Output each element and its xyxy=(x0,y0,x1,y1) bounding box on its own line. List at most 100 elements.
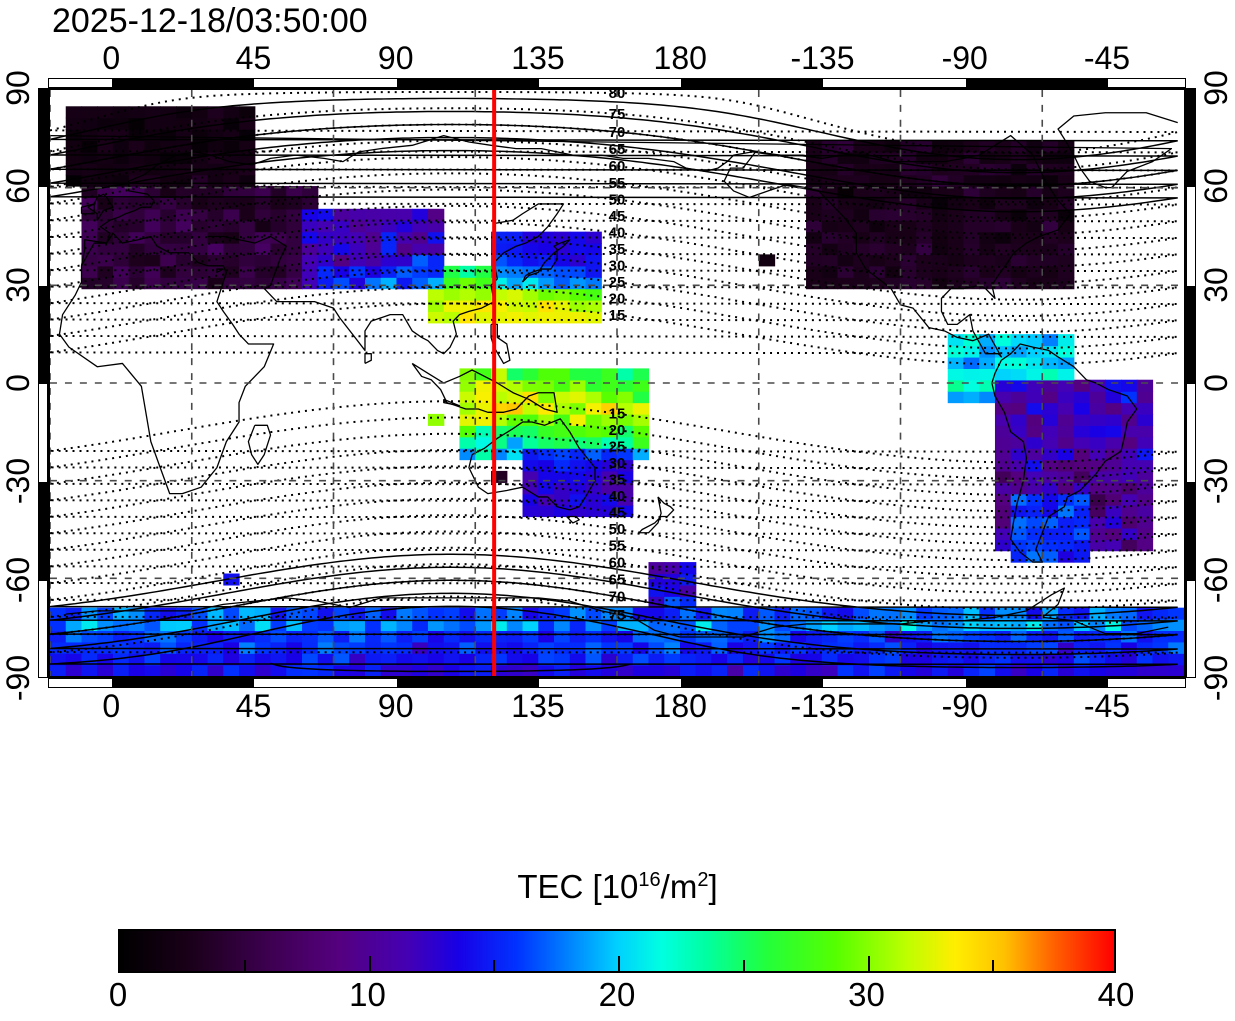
tec-cell xyxy=(160,197,177,210)
tec-cell xyxy=(853,653,870,666)
tec-cell xyxy=(869,607,886,620)
tec-cell xyxy=(1042,391,1059,404)
tec-cell xyxy=(853,630,870,643)
tec-cell xyxy=(837,265,854,278)
tec-cell xyxy=(1105,630,1122,643)
tec-cell xyxy=(380,664,398,676)
tec-cell xyxy=(349,618,366,632)
tec-cell xyxy=(1042,516,1059,529)
tec-cell xyxy=(50,653,67,666)
tec-cell xyxy=(302,664,319,676)
maglat-label-s-65: 65 xyxy=(609,571,626,588)
tec-cell xyxy=(1089,402,1106,415)
tec-cell xyxy=(632,653,650,666)
axis-tick-block xyxy=(965,79,1108,87)
maglat-label-n-75: 75 xyxy=(609,106,626,123)
tec-cell xyxy=(963,368,980,381)
tec-cell xyxy=(837,243,854,256)
tec-cell xyxy=(837,664,854,676)
tec-cell xyxy=(317,653,335,666)
tec-cell xyxy=(1010,413,1028,426)
tec-cell xyxy=(1010,493,1028,506)
tec-cell xyxy=(979,220,996,233)
colorbar[interactable] xyxy=(118,929,1116,973)
tec-cell xyxy=(569,379,587,392)
tec-map-plot[interactable]: 80 75 70 65 60 55 50 45 40 35 30 25 20 15 15 20 25 30 35 40… xyxy=(48,88,1186,678)
tec-cell xyxy=(617,505,634,518)
tec-cell xyxy=(1089,516,1106,529)
maglat-label-n-80: 80 xyxy=(609,90,626,102)
tec-cell xyxy=(1058,277,1075,290)
tec-cell xyxy=(1105,413,1122,426)
tec-cell xyxy=(1136,379,1154,392)
tec-cell xyxy=(554,493,571,506)
tec-cell xyxy=(160,664,177,676)
tec-cell xyxy=(931,641,949,654)
tec-cell xyxy=(254,653,272,666)
tec-cell xyxy=(144,254,161,267)
tec-cell xyxy=(1010,539,1028,552)
tec-cell xyxy=(239,151,256,164)
tec-cell xyxy=(585,379,602,392)
tec-cell xyxy=(821,231,839,244)
tec-cell xyxy=(806,630,823,643)
tec-cell xyxy=(286,641,303,654)
tec-cell xyxy=(554,505,571,518)
tec-cell xyxy=(97,265,114,278)
tec-cell xyxy=(1042,425,1059,438)
coastline-segment xyxy=(80,203,95,215)
tec-cell xyxy=(947,186,965,199)
coastline-segment xyxy=(443,398,461,407)
coastline-segment xyxy=(80,134,822,266)
tec-cell xyxy=(1121,641,1138,654)
tec-cell xyxy=(963,220,980,233)
colorbar-tick xyxy=(992,960,995,971)
tec-cell xyxy=(931,653,949,666)
lat-tick-label-right--60: -60 xyxy=(1198,556,1234,603)
tec-cell xyxy=(412,243,429,256)
lon-tick-label--135: -135 xyxy=(790,40,855,76)
tec-cell xyxy=(869,208,886,221)
tec-cell xyxy=(191,174,209,187)
tec-cell xyxy=(679,596,697,609)
tec-cell xyxy=(1010,151,1028,164)
tec-cell xyxy=(538,243,555,256)
tec-cell xyxy=(931,231,949,244)
colorbar-label-30: 30 xyxy=(848,976,885,1013)
tec-cell xyxy=(191,607,209,620)
tec-cell xyxy=(112,607,130,620)
tec-cell xyxy=(364,618,382,632)
tec-cell xyxy=(1026,379,1043,392)
tec-cell xyxy=(554,482,571,495)
tec-cell xyxy=(617,482,634,495)
tec-cell xyxy=(191,277,209,290)
lat-tick-label-left--30: -30 xyxy=(0,458,36,505)
tec-cell xyxy=(994,197,1012,210)
tec-cell xyxy=(160,231,177,244)
tec-cell xyxy=(994,379,1012,392)
tec-cell xyxy=(1058,163,1075,176)
tec-cell xyxy=(286,254,303,267)
maglat-label-n-45: 45 xyxy=(609,208,626,225)
tec-cell xyxy=(1042,459,1059,472)
colorbar-label-40: 40 xyxy=(1097,976,1135,1013)
tec-cell xyxy=(821,664,839,676)
tec-cell xyxy=(585,653,602,666)
tec-cell xyxy=(916,186,933,199)
tec-cell xyxy=(554,299,571,312)
tec-cell xyxy=(81,664,98,676)
tec-cell xyxy=(1042,641,1059,654)
tec-cell xyxy=(632,664,650,676)
tec-cell xyxy=(144,653,161,666)
tec-cell xyxy=(538,402,555,415)
tec-cell xyxy=(128,277,146,290)
tec-cell xyxy=(648,584,665,597)
tec-cell xyxy=(947,151,965,164)
colorbar-title-exponent: 16 xyxy=(638,869,661,891)
tec-cell xyxy=(286,220,303,233)
tec-cell xyxy=(774,607,791,620)
tec-cell xyxy=(270,231,287,244)
lon-tick-label--135: -135 xyxy=(790,688,855,724)
tec-cell xyxy=(837,653,854,666)
tec-cell xyxy=(979,243,996,256)
